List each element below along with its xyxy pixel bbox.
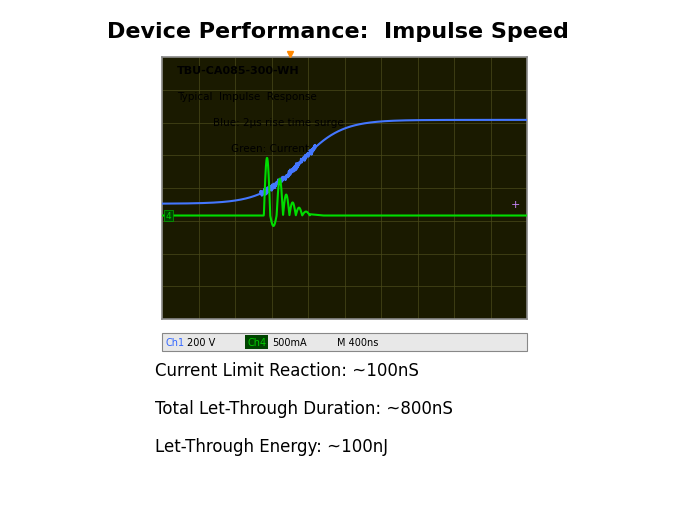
Text: M 400ns: M 400ns — [337, 337, 379, 347]
Text: 4: 4 — [165, 212, 171, 221]
Text: Ch1: Ch1 — [166, 337, 185, 347]
Text: Let-Through Energy: ~100nJ: Let-Through Energy: ~100nJ — [155, 437, 388, 455]
Text: Blue: 2μs rise time surge: Blue: 2μs rise time surge — [213, 118, 344, 128]
Text: Ch4: Ch4 — [247, 337, 266, 347]
Text: Current Limit Reaction: ~100nS: Current Limit Reaction: ~100nS — [155, 361, 419, 379]
Text: 200 V: 200 V — [187, 337, 215, 347]
Text: +: + — [510, 199, 520, 209]
Text: TBU-CA085-300-WH: TBU-CA085-300-WH — [177, 66, 299, 76]
Text: Typical  Impulse  Response: Typical Impulse Response — [177, 92, 317, 102]
Text: 500mA: 500mA — [272, 337, 306, 347]
Text: Total Let-Through Duration: ~800nS: Total Let-Through Duration: ~800nS — [155, 399, 453, 417]
Text: Device Performance:  Impulse Speed: Device Performance: Impulse Speed — [107, 22, 568, 42]
Text: Green: Current: Green: Current — [232, 144, 309, 154]
Bar — [162, 333, 527, 351]
